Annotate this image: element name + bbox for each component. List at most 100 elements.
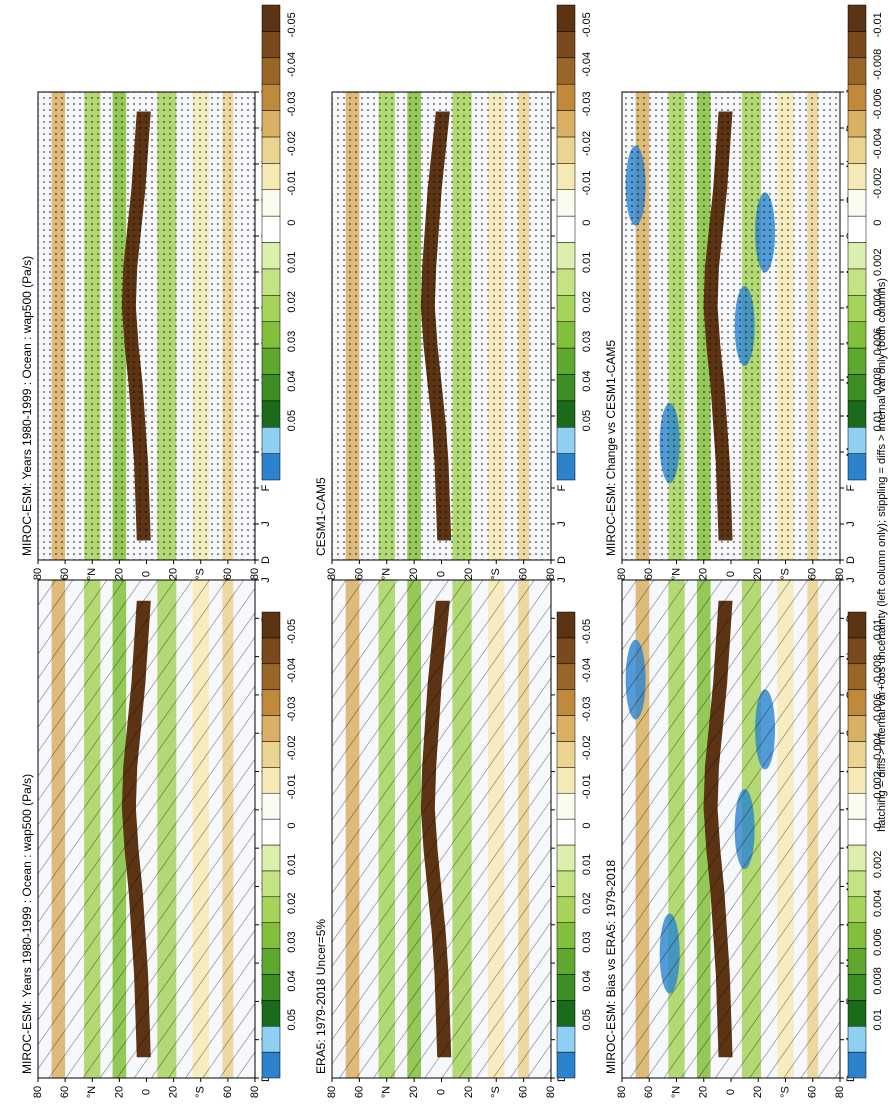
colorbar-cell: [847, 741, 867, 768]
y-tick-label: 80: [326, 568, 338, 580]
colorbar-cell: [847, 242, 867, 270]
colorbar-label: -0.006: [872, 693, 884, 724]
y-tick-label: 60: [807, 568, 819, 580]
y-tick-label: 60: [59, 568, 71, 580]
colorbar-cell: [261, 110, 281, 138]
y-tick-label: 60: [807, 1086, 819, 1098]
colorbar-cell: [847, 974, 867, 1001]
colorbar-cell: [556, 663, 576, 690]
colorbar-cell: [261, 295, 281, 322]
y-tick-label: 20: [113, 1086, 125, 1098]
colorbar-cell: [847, 1051, 867, 1079]
x-tick-label: F: [260, 484, 272, 491]
colorbar-label: 0.006: [872, 328, 884, 356]
colorbar-cell: [556, 741, 576, 768]
colorbar-label: 0.02: [581, 291, 593, 312]
y-tick-label: °S: [490, 568, 502, 580]
colorbar-label: -0.01: [286, 171, 298, 196]
stipple-overlay: [38, 92, 255, 560]
colorbar-cell: [556, 844, 576, 872]
y-tick-label: 60: [643, 568, 655, 580]
colorbar-label: -0.02: [286, 735, 298, 760]
colorbar-label: 0: [286, 823, 298, 829]
colorbar-cell: [556, 374, 576, 402]
panel-title: CESM1-CAM5: [314, 477, 328, 556]
colorbar-cell: [847, 453, 867, 481]
colorbar-cell: [261, 922, 281, 949]
colorbar-label: -0.004: [872, 732, 884, 763]
y-tick-label: 60: [518, 1086, 530, 1098]
y-tick-label: 60: [518, 568, 530, 580]
colorbar-cell: [556, 163, 576, 190]
colorbar-label: 0.01: [286, 854, 298, 875]
colorbar-label: 0.008: [872, 967, 884, 995]
colorbar-cell: [847, 896, 867, 923]
x-tick-label: J: [260, 521, 272, 527]
colorbar-label: 0.008: [872, 367, 884, 395]
y-tick-label: 80: [545, 1086, 557, 1098]
y-tick-label: 80: [32, 1086, 44, 1098]
y-tick-label: 60: [222, 568, 234, 580]
y-tick-label: 80: [545, 568, 557, 580]
colorbar-cell: [261, 818, 281, 846]
colorbar-cell: [261, 870, 281, 898]
colorbar-cell: [261, 611, 281, 639]
colorbar-cell: [556, 189, 576, 217]
x-tick-label: J: [556, 577, 568, 583]
colorbar-cell: [261, 767, 281, 794]
colorbar-cell: [261, 844, 281, 872]
y-tick-label: 60: [59, 1086, 71, 1098]
colorbar-cell: [556, 922, 576, 949]
colorbar-label: 0.05: [581, 410, 593, 431]
colorbar-cell: [556, 31, 576, 59]
colorbar-label: 0.01: [872, 1009, 884, 1030]
colorbar-label: 0: [286, 220, 298, 226]
colorbar-label: 0.006: [872, 928, 884, 956]
colorbar-label: 0.02: [286, 893, 298, 914]
colorbar-cell: [261, 242, 281, 270]
colorbar-cell: [261, 426, 281, 454]
colorbar-cell: [556, 321, 576, 349]
colorbar-label: -0.02: [581, 735, 593, 760]
colorbar-cell: [556, 870, 576, 898]
y-tick-label: 20: [463, 568, 475, 580]
colorbar-cell: [847, 57, 867, 85]
colorbar-cell: [261, 741, 281, 768]
colorbar-label: 0.02: [581, 893, 593, 914]
colorbar-label: -0.04: [581, 658, 593, 683]
colorbar-label: -0.01: [581, 774, 593, 799]
colorbar-label: -0.01: [872, 12, 884, 37]
colorbar-label: 0: [581, 220, 593, 226]
colorbar-label: -0.05: [286, 619, 298, 644]
y-tick-label: °N: [381, 1086, 393, 1098]
stipple-overlay: [622, 92, 840, 560]
colorbar-label: 0.01: [581, 252, 593, 273]
colorbar-cell: [847, 1025, 867, 1053]
colorbar-cell: [847, 844, 867, 872]
colorbar-label: -0.004: [872, 128, 884, 159]
colorbar-cell: [261, 136, 281, 164]
colorbar-cell: [847, 347, 867, 375]
colorbar-cell: [261, 453, 281, 481]
colorbar-cell: [556, 57, 576, 85]
colorbar-cell: [847, 870, 867, 898]
colorbar-label: 0: [581, 823, 593, 829]
colorbar-cell: [261, 57, 281, 85]
y-tick-label: 80: [249, 1086, 261, 1098]
y-tick-label: 20: [168, 1086, 180, 1098]
colorbar-cell: [556, 242, 576, 270]
y-tick-label: °S: [779, 1086, 791, 1098]
colorbar-cell: [556, 1025, 576, 1053]
colorbar-cell: [261, 374, 281, 402]
y-tick-label: 80: [616, 1086, 628, 1098]
panel-left-bottom: DJFMAMJJASONDJ8060°N20020°S6080MIROC-ESM…: [604, 577, 884, 1098]
colorbar-label: -0.03: [286, 91, 298, 116]
colorbar-cell: [261, 948, 281, 975]
colorbar-cell: [847, 715, 867, 742]
colorbar-cell: [556, 268, 576, 296]
colorbar-cell: [847, 792, 867, 820]
colorbar-label: -0.04: [286, 52, 298, 77]
colorbar-label: 0: [872, 220, 884, 226]
hatch-overlay: [332, 580, 551, 1078]
